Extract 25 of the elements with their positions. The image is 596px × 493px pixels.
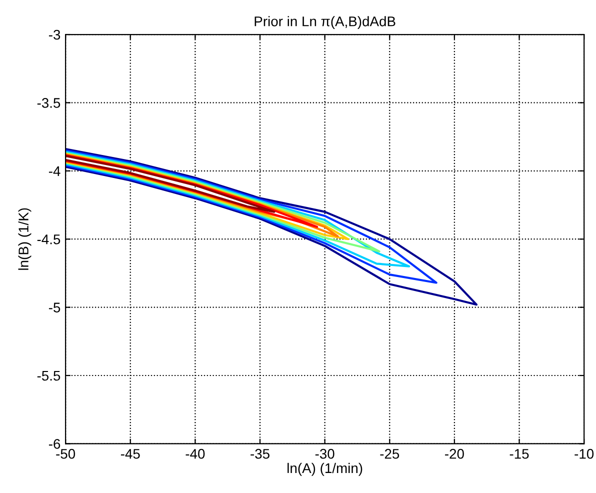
line-series [66, 150, 410, 268]
y-tick-label: -4 [48, 166, 60, 176]
x-tick-label: -30 [315, 448, 334, 459]
x-tick-label: -10 [574, 448, 594, 459]
line-series [66, 154, 318, 228]
x-axis-title: ln(A) (1/min) [288, 462, 362, 476]
x-tick-label: -20 [445, 448, 464, 459]
y-tick-label: -3.5 [37, 98, 60, 108]
line-series [66, 148, 478, 306]
x-tick-label: -25 [380, 448, 400, 459]
x-tick-label: -50 [56, 448, 76, 459]
y-tick-label: -5 [48, 302, 60, 312]
x-tick-label: -40 [186, 448, 205, 459]
x-tick-label: -45 [120, 449, 140, 459]
y-tick-label: -5.5 [37, 370, 60, 381]
line-series [66, 154, 276, 213]
x-tick-label: -35 [250, 448, 270, 459]
y-tick-label: -3 [48, 30, 60, 40]
y-tick-label: -6 [48, 439, 60, 449]
chart-title: Prior in Ln π(A,B)dAdB [254, 16, 396, 30]
y-axis-title: ln(B) (1/K) [18, 208, 32, 270]
x-tick-label: -15 [510, 449, 529, 459]
line-series [66, 149, 438, 284]
y-tick-label: -4.5 [37, 234, 60, 244]
line-series [66, 152, 380, 252]
